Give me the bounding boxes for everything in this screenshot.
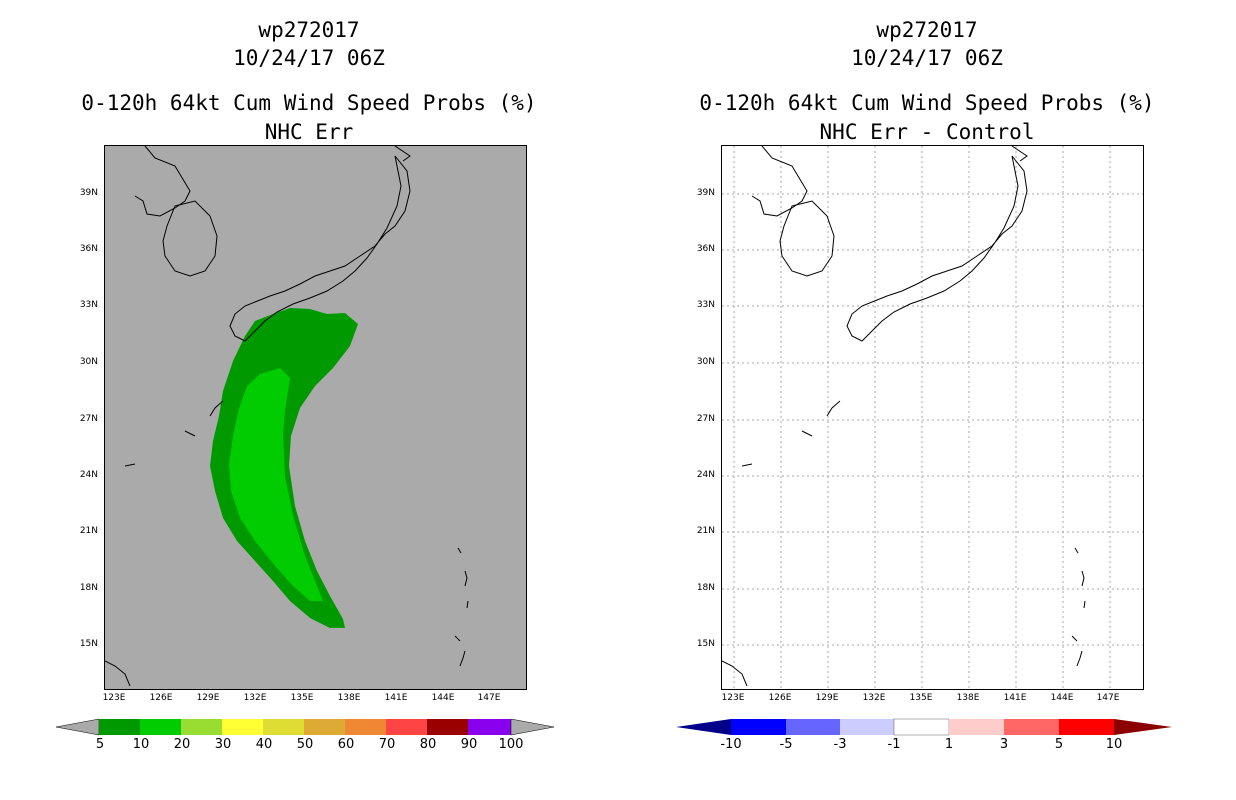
left-title-date: 10/24/17 06Z <box>233 46 385 70</box>
right-cbar-label-neg1: -1 <box>887 737 901 752</box>
left-cbar-label-20: 20 <box>173 737 191 752</box>
left-cbar-label-100: 100 <box>498 737 524 752</box>
left-lon-123: 123E <box>102 693 126 703</box>
right-cbar-label-10: 10 <box>1105 737 1123 752</box>
left-lat-33: 33N <box>79 300 98 310</box>
right-colorbar <box>676 718 1172 736</box>
right-lon-123: 123E <box>721 693 745 703</box>
right-lon-144: 144E <box>1050 693 1074 703</box>
left-lat-36: 36N <box>79 244 98 254</box>
left-lon-126: 126E <box>149 693 173 703</box>
right-cbar-label-neg5: -5 <box>779 737 793 752</box>
left-title-subtitle: NHC Err <box>264 120 354 144</box>
left-lon-135: 135E <box>290 693 314 703</box>
right-lat-15: 15N <box>696 639 715 649</box>
right-cbar-label-3: 3 <box>999 737 1009 752</box>
right-lat-36: 36N <box>696 244 715 254</box>
right-cbar-label-1: 1 <box>944 737 954 752</box>
left-lon-129: 129E <box>196 693 220 703</box>
left-cbar-label-80: 80 <box>419 737 437 752</box>
right-lon-135: 135E <box>909 693 933 703</box>
right-title-date: 10/24/17 06Z <box>851 46 1003 70</box>
left-colorbar <box>56 718 554 736</box>
right-map <box>721 145 1144 690</box>
left-cbar-label-60: 60 <box>337 737 355 752</box>
right-title-id: wp272017 <box>876 18 978 42</box>
left-title-product: 0-120h 64kt Cum Wind Speed Probs (%) <box>81 91 537 115</box>
left-cbar-label-50: 50 <box>296 737 314 752</box>
left-map <box>104 145 527 690</box>
left-lat-24: 24N <box>79 470 98 480</box>
right-lon-147: 147E <box>1096 693 1120 703</box>
left-lon-147: 147E <box>477 693 501 703</box>
left-cbar-label-40: 40 <box>255 737 273 752</box>
right-lat-27: 27N <box>696 414 715 424</box>
right-lon-129: 129E <box>815 693 839 703</box>
left-cbar-label-10: 10 <box>132 737 150 752</box>
right-panel: wp272017 10/24/17 06Z 0-120h 64kt Cum Wi… <box>618 0 1236 800</box>
left-lat-21: 21N <box>79 526 98 536</box>
right-title-product: 0-120h 64kt Cum Wind Speed Probs (%) <box>699 91 1155 115</box>
left-cbar-label-30: 30 <box>214 737 232 752</box>
left-lat-39: 39N <box>79 188 98 198</box>
right-cbar-label-5: 5 <box>1054 737 1064 752</box>
right-cbar-label-neg3: -3 <box>833 737 847 752</box>
right-lon-138: 138E <box>956 693 980 703</box>
right-lat-24: 24N <box>696 470 715 480</box>
right-title-subtitle: NHC Err - Control <box>819 120 1035 144</box>
right-lat-21: 21N <box>696 526 715 536</box>
right-lat-39: 39N <box>696 188 715 198</box>
left-lon-132: 132E <box>243 693 267 703</box>
right-cbar-label-neg10: -10 <box>720 737 742 752</box>
left-lat-18: 18N <box>79 583 98 593</box>
right-lat-33: 33N <box>696 300 715 310</box>
left-lat-15: 15N <box>79 639 98 649</box>
left-lat-30: 30N <box>79 357 98 367</box>
prob-contour-10 <box>229 368 323 601</box>
right-lon-141: 141E <box>1003 693 1027 703</box>
left-cbar-label-70: 70 <box>378 737 396 752</box>
right-lon-132: 132E <box>862 693 886 703</box>
left-cbar-label-90: 90 <box>460 737 478 752</box>
left-lon-144: 144E <box>431 693 455 703</box>
right-lat-18: 18N <box>696 583 715 593</box>
left-panel: wp272017 10/24/17 06Z 0-120h 64kt Cum Wi… <box>56 18 554 752</box>
left-title-id: wp272017 <box>258 18 360 42</box>
left-lat-27: 27N <box>79 414 98 424</box>
right-lat-30: 30N <box>696 357 715 367</box>
right-lon-126: 126E <box>768 693 792 703</box>
left-lon-138: 138E <box>337 693 361 703</box>
left-cbar-label-5: 5 <box>95 737 105 752</box>
left-lon-141: 141E <box>384 693 408 703</box>
